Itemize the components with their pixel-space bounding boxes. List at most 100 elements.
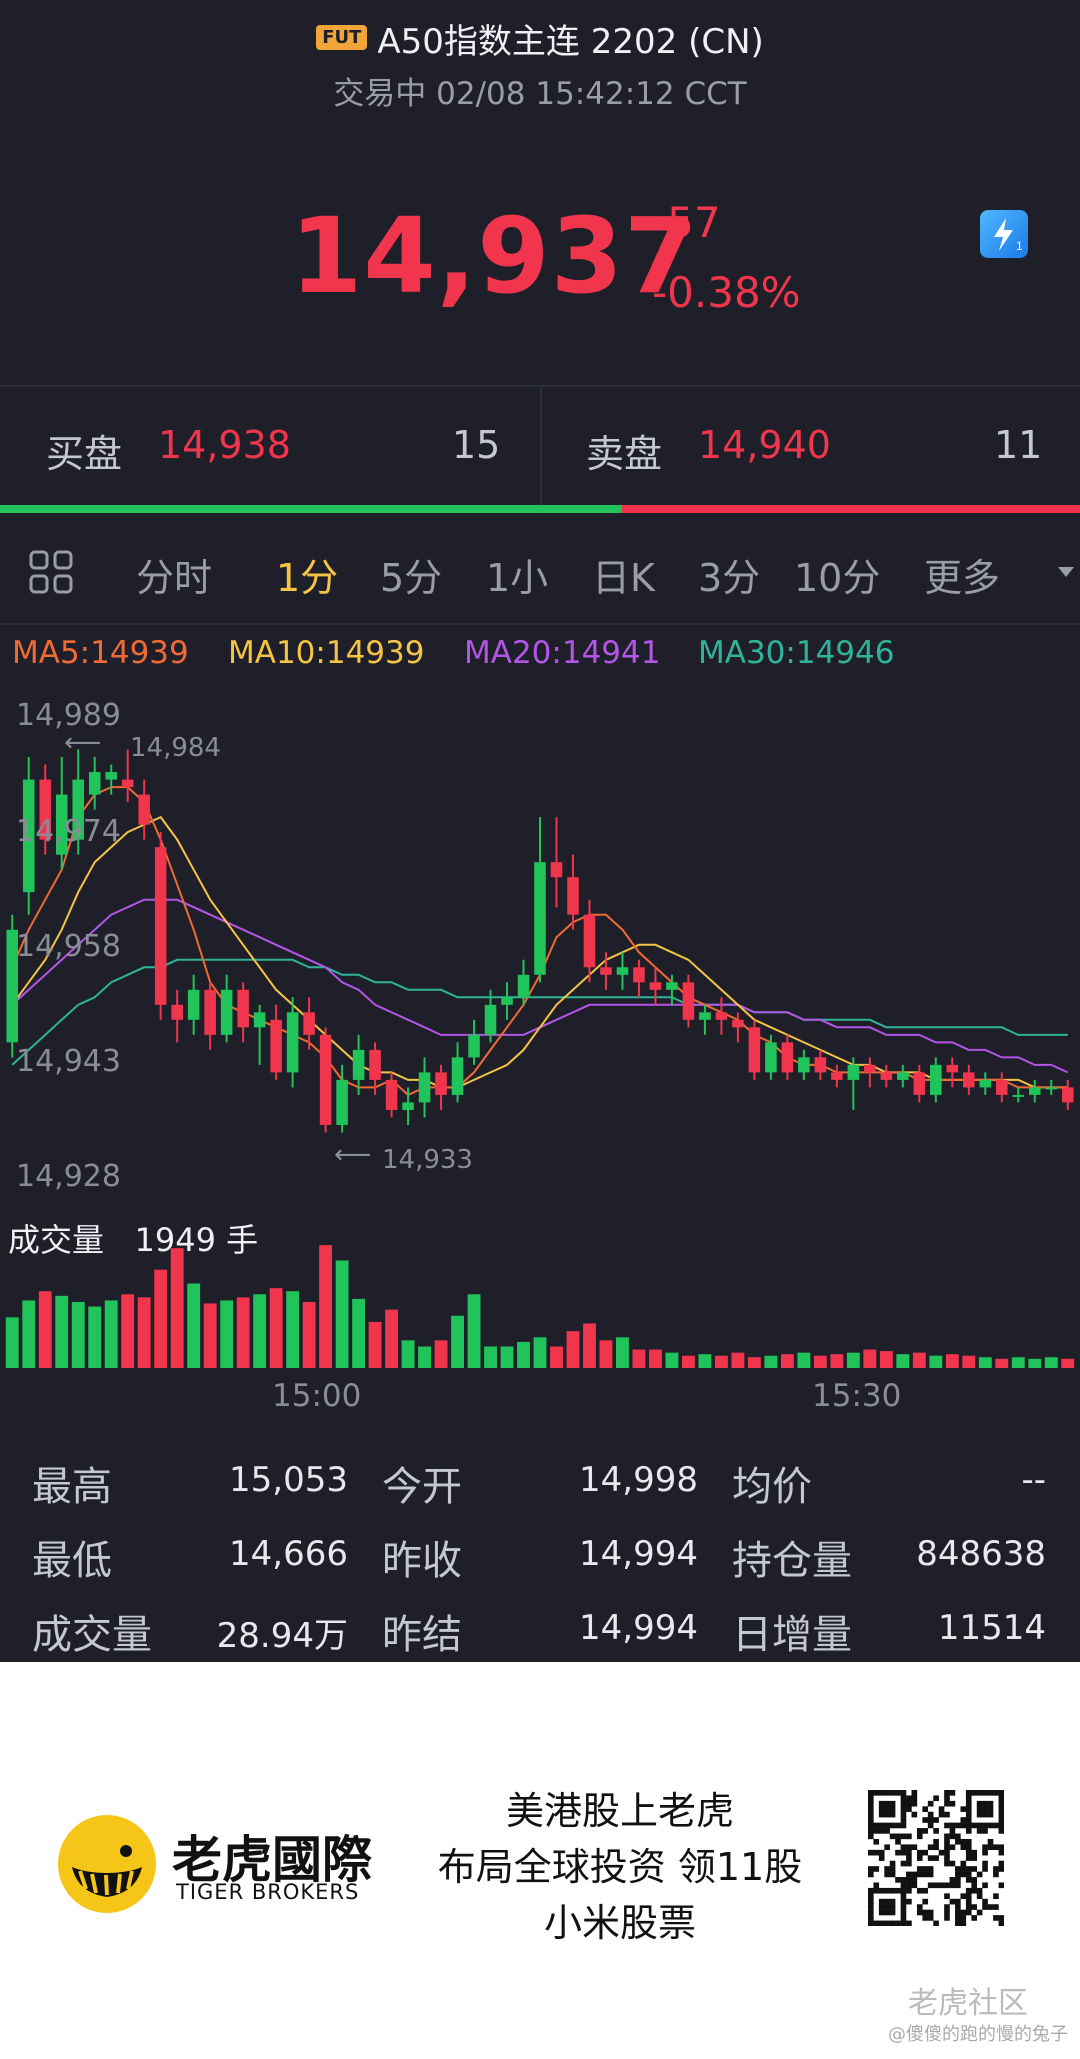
volume-bar bbox=[154, 1269, 168, 1368]
volume-bar bbox=[434, 1340, 448, 1368]
stat-value: -- bbox=[1021, 1460, 1046, 1500]
x-tick: 15:00 bbox=[272, 1378, 362, 1414]
volume-bar bbox=[203, 1303, 217, 1368]
candle bbox=[963, 1064, 975, 1095]
candlestick-chart[interactable] bbox=[0, 690, 1080, 1210]
volume-title: 成交量 1949 手 bbox=[8, 1221, 259, 1259]
candle bbox=[649, 967, 662, 1005]
candle bbox=[996, 1072, 1008, 1103]
candle bbox=[567, 854, 579, 930]
volume-bar bbox=[137, 1297, 151, 1368]
ma5-legend: MA5:14939 bbox=[12, 635, 189, 671]
futures-badge: FUT bbox=[316, 25, 368, 50]
candle bbox=[402, 1087, 414, 1125]
tab-daily[interactable]: 日K bbox=[592, 556, 655, 600]
candle bbox=[765, 1034, 777, 1080]
volume-bar bbox=[55, 1295, 69, 1368]
volume-bar bbox=[863, 1349, 877, 1368]
ask-strength-bar bbox=[622, 505, 1080, 513]
candle bbox=[105, 764, 117, 795]
y-tick: 14,989 bbox=[16, 698, 121, 733]
volume-bar bbox=[583, 1323, 596, 1368]
candle bbox=[699, 1004, 711, 1035]
stat-value: 14,998 bbox=[579, 1460, 698, 1500]
volume-bar bbox=[731, 1352, 745, 1368]
divider bbox=[0, 623, 1080, 625]
volume-bar bbox=[467, 1294, 481, 1368]
period-tabs: 分时 1分 5分 1小 日K 3分 10分 更多 bbox=[0, 513, 1080, 623]
stat-value: 28.94万 bbox=[216, 1616, 348, 1656]
bid-ask-separator bbox=[540, 385, 542, 505]
stat-label: 昨结 bbox=[382, 1612, 462, 1658]
brand-name: 老虎國際 bbox=[172, 1831, 372, 1889]
volume-bar bbox=[681, 1355, 695, 1368]
promo-footer bbox=[0, 1662, 1080, 2059]
bid-ask-panel: 买盘 14,938 15 卖盘 14,940 11 bbox=[0, 385, 1080, 505]
volume-bar bbox=[236, 1297, 250, 1368]
stat-value: 14,666 bbox=[229, 1534, 348, 1574]
candle bbox=[319, 1027, 332, 1133]
candle bbox=[913, 1064, 926, 1103]
volume-bar bbox=[995, 1358, 1009, 1368]
volume-bar bbox=[929, 1355, 943, 1368]
volume-bar bbox=[830, 1354, 844, 1368]
volume-bar bbox=[1044, 1357, 1058, 1368]
volume-value: 1949 手 bbox=[134, 1221, 259, 1259]
volume-bar bbox=[747, 1357, 761, 1368]
tab-3min[interactable]: 3分 bbox=[698, 556, 761, 600]
stat-value: 14,994 bbox=[579, 1534, 698, 1574]
tab-more[interactable]: 更多 bbox=[924, 556, 1001, 600]
volume-bar bbox=[764, 1355, 778, 1368]
candle bbox=[220, 974, 233, 1043]
volume-bar bbox=[302, 1301, 316, 1368]
volume-bar bbox=[665, 1352, 679, 1368]
arrow-left-icon: ⟵ bbox=[64, 728, 102, 758]
volume-bar bbox=[1028, 1358, 1042, 1368]
tab-intraday[interactable]: 分时 bbox=[136, 556, 213, 600]
candle bbox=[369, 1042, 381, 1095]
volume-bar bbox=[500, 1346, 514, 1368]
volume-bar bbox=[88, 1306, 102, 1368]
candle bbox=[468, 1019, 480, 1065]
tab-1min[interactable]: 1分 bbox=[276, 556, 339, 600]
volume-bar bbox=[187, 1283, 201, 1368]
candle bbox=[121, 749, 134, 803]
volume-bar bbox=[401, 1340, 415, 1368]
stat-label: 均价 bbox=[732, 1464, 812, 1510]
candle bbox=[748, 1019, 761, 1080]
tab-1hour[interactable]: 1小 bbox=[486, 556, 549, 600]
volume-bar bbox=[912, 1352, 926, 1368]
volume-bar bbox=[698, 1354, 712, 1368]
volume-bar bbox=[269, 1288, 283, 1368]
volume-chart[interactable] bbox=[0, 1240, 1080, 1370]
promo-line: 美港股上老虎 bbox=[505, 1789, 734, 1833]
candle bbox=[930, 1057, 942, 1103]
bid-quantity: 15 bbox=[452, 423, 501, 467]
trading-status: 交易中 02/08 15:42:12 CCT bbox=[333, 76, 747, 112]
layout-grid-icon[interactable] bbox=[28, 549, 74, 595]
candle bbox=[237, 982, 249, 1043]
volume-bar bbox=[846, 1352, 860, 1368]
volume-bar bbox=[71, 1301, 85, 1368]
candle bbox=[138, 779, 150, 840]
candle bbox=[22, 757, 35, 915]
lightning-icon[interactable]: 1 bbox=[980, 210, 1028, 258]
stat-label: 持仓量 bbox=[732, 1538, 852, 1584]
volume-bar bbox=[352, 1298, 366, 1368]
candle bbox=[864, 1057, 876, 1088]
stat-label: 昨收 bbox=[382, 1538, 462, 1584]
candle bbox=[880, 1064, 893, 1088]
bid-price: 14,938 bbox=[158, 423, 291, 467]
ma30-line bbox=[11, 958, 1068, 1066]
svg-text:1: 1 bbox=[1016, 239, 1023, 253]
volume-bar bbox=[714, 1355, 728, 1368]
tab-10min[interactable]: 10分 bbox=[794, 556, 881, 600]
candle bbox=[484, 989, 497, 1043]
stat-value: 14,994 bbox=[579, 1608, 698, 1648]
tab-5min[interactable]: 5分 bbox=[380, 556, 443, 600]
candle bbox=[1061, 1079, 1074, 1110]
volume-bar bbox=[599, 1340, 613, 1368]
y-tick: 14,943 bbox=[16, 1044, 121, 1079]
chevron-down-icon[interactable] bbox=[1058, 567, 1074, 577]
candle bbox=[55, 757, 68, 870]
